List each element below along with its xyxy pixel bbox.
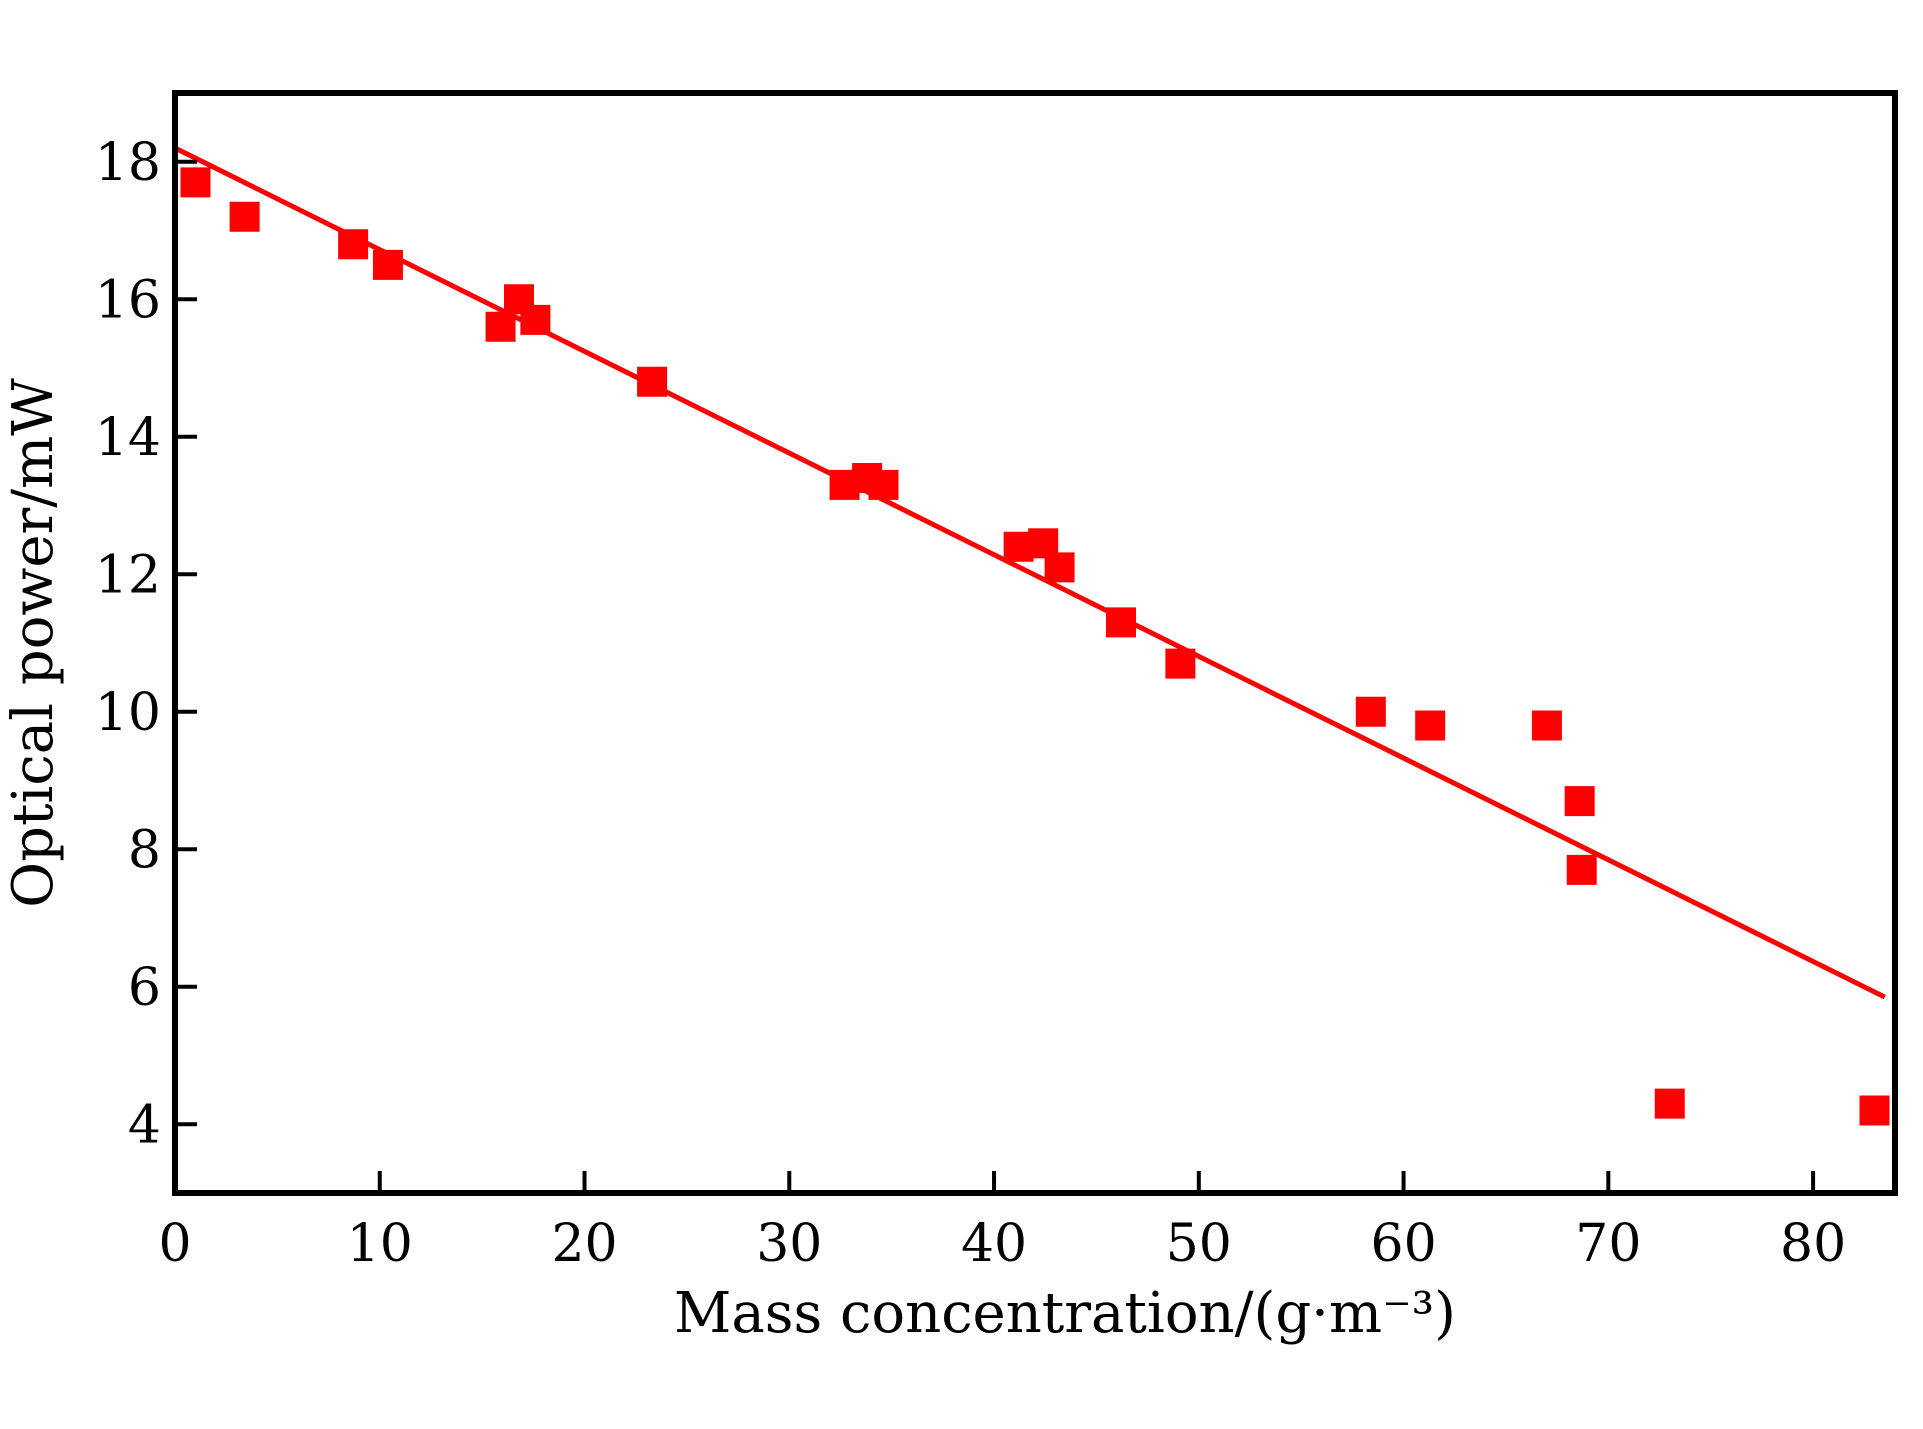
y-tick-label: 4 <box>128 1095 161 1155</box>
x-tick-label: 80 <box>1780 1214 1846 1274</box>
data-point <box>520 304 551 335</box>
y-tick-label: 18 <box>95 133 161 193</box>
data-point <box>1106 607 1136 638</box>
x-tick-label: 10 <box>347 1214 413 1274</box>
data-point <box>1165 648 1196 679</box>
data-point <box>180 167 211 198</box>
data-point <box>1044 552 1075 583</box>
x-tick-label: 60 <box>1370 1214 1436 1274</box>
y-tick-label: 10 <box>95 683 161 743</box>
data-point <box>637 366 668 397</box>
y-tick-label: 14 <box>95 408 161 468</box>
axis-ticks: 0 10 20 30 40 50 60 70 80 4 6 8 10 12 14 16 18 <box>95 133 1846 1274</box>
x-tick-label: 70 <box>1575 1214 1641 1274</box>
x-tick-label: 40 <box>961 1214 1027 1274</box>
data-point <box>1564 786 1595 817</box>
y-tick-label: 8 <box>128 820 161 880</box>
y-tick-label: 16 <box>95 270 161 330</box>
x-axis-title: Mass concentration/(g·m⁻³) <box>674 1281 1456 1346</box>
data-point <box>1355 696 1386 727</box>
y-axis-title: Optical power/mW <box>1 378 66 908</box>
data-point <box>229 201 260 232</box>
data-point <box>1859 1095 1890 1126</box>
data-point <box>1566 854 1597 885</box>
fit-line <box>173 145 1886 1000</box>
x-tick-label: 50 <box>1166 1214 1232 1274</box>
plot-frame <box>172 90 1898 1196</box>
data-point <box>868 469 899 500</box>
x-tick-label: 0 <box>158 1214 191 1274</box>
data-point <box>338 229 369 260</box>
y-tick-label: 12 <box>95 545 161 605</box>
data-point <box>1531 710 1562 741</box>
data-point <box>372 249 403 280</box>
data-point <box>1415 710 1446 741</box>
x-tick-label: 30 <box>756 1214 822 1274</box>
plot-marks <box>173 145 1890 1126</box>
y-tick-label: 6 <box>128 958 161 1018</box>
x-tick-label: 20 <box>551 1214 617 1274</box>
data-point <box>1654 1088 1685 1119</box>
data-point <box>485 311 516 342</box>
